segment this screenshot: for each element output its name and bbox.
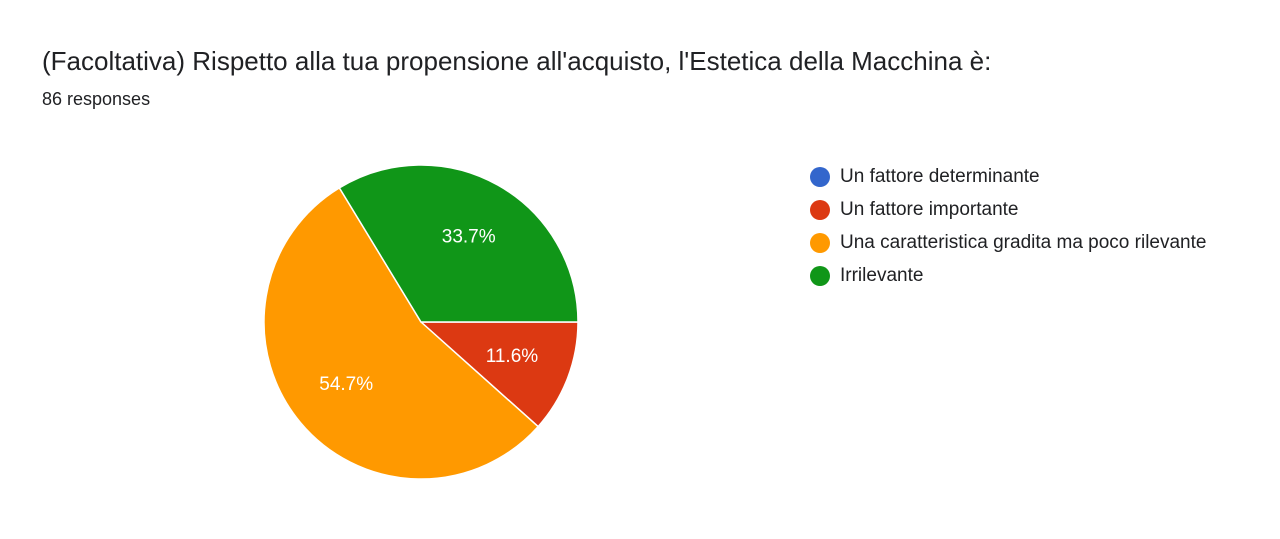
pie-slice-una-caratteristica-gradita-ma-poco-rilevante[interactable] <box>263 186 540 480</box>
legend-label: Un fattore importante <box>840 199 1019 220</box>
slice-percent-label: 33.7% <box>442 227 496 248</box>
legend-item-un-fattore-importante[interactable]: Un fattore importante <box>808 196 1228 224</box>
legend-swatch-icon <box>810 233 830 253</box>
chart-title: (Facoltativa) Rispetto alla tua propensi… <box>42 46 992 76</box>
legend: Un fattore determinante Un fattore impor… <box>808 163 1228 295</box>
slice-percent-label: 54.7% <box>319 374 373 395</box>
legend-swatch-icon <box>810 167 830 187</box>
pie-slice-un-fattore-importante[interactable] <box>419 321 579 428</box>
legend-swatch-icon <box>810 266 830 286</box>
legend-label: Una caratteristica gradita ma poco rilev… <box>840 232 1207 253</box>
legend-item-irrilevante[interactable]: Irrilevante <box>808 262 1228 290</box>
legend-label: Un fattore determinante <box>840 166 1040 187</box>
slice-percent-label: 11.6% <box>486 346 539 367</box>
legend-label: Irrilevante <box>840 265 924 286</box>
legend-item-caratteristica-gradita[interactable]: Una caratteristica gradita ma poco rilev… <box>808 229 1228 257</box>
pie-slice-irrilevante[interactable] <box>338 164 579 323</box>
response-count: 86 responses <box>42 89 151 109</box>
legend-item-un-fattore-determinante[interactable]: Un fattore determinante <box>808 163 1228 191</box>
legend-swatch-icon <box>810 200 830 220</box>
